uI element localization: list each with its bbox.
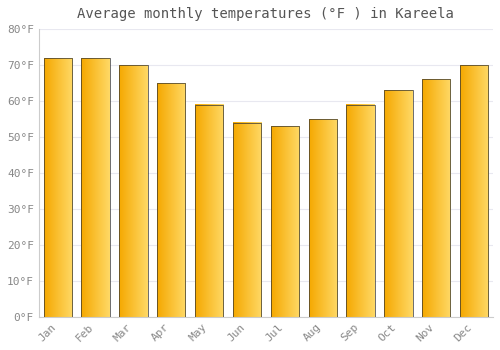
- Bar: [82, 58, 110, 317]
- Bar: [157, 83, 186, 317]
- Bar: [119, 65, 148, 317]
- Bar: [308, 119, 337, 317]
- Bar: [270, 126, 299, 317]
- Bar: [384, 90, 412, 317]
- Bar: [44, 58, 72, 317]
- Bar: [346, 105, 375, 317]
- Bar: [195, 105, 224, 317]
- Bar: [422, 79, 450, 317]
- Bar: [233, 122, 261, 317]
- Bar: [460, 65, 488, 317]
- Title: Average monthly temperatures (°F ) in Kareela: Average monthly temperatures (°F ) in Ka…: [78, 7, 454, 21]
